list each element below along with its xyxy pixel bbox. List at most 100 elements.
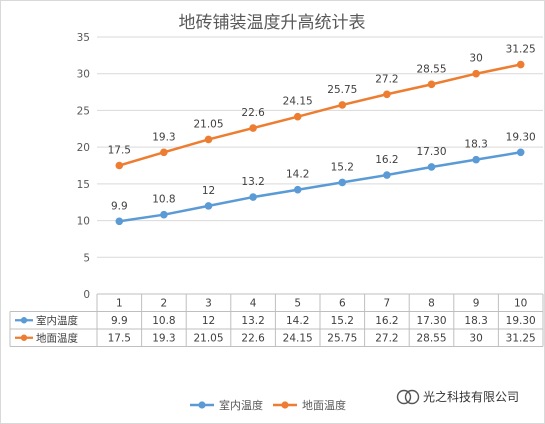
x-tick-label: 4 [250,298,257,310]
data-point [115,161,124,170]
data-label: 17.5 [108,145,131,157]
y-tick-label: 30 [77,69,90,81]
data-point [427,80,436,89]
data-label: 17.30 [416,146,446,158]
table-cell: 30 [469,333,482,345]
data-label: 16.2 [375,154,398,166]
plot-area: 9.910.81213.214.215.216.217.3018.319.301… [108,44,536,226]
x-tick-label: 1 [116,298,123,310]
x-tick-label: 2 [161,298,168,310]
data-point [249,124,257,132]
data-label: 19.3 [152,131,175,143]
table-legend-marker [20,317,28,324]
table-cell: 24.15 [283,333,313,345]
table-cell: 22.6 [241,333,265,345]
wechat-channel-icon [396,389,420,405]
table-legend-marker [20,334,28,341]
y-tick-label: 25 [77,105,90,117]
data-point [472,69,480,78]
table-cell: 27.2 [375,333,398,345]
table-cell: 19.30 [506,315,536,327]
data-label: 30 [469,53,482,65]
series: 17.5 19.3 21.05 22.6 24.15 25.75 27.2 28.55 30 31… [108,44,536,170]
data-point [160,148,168,157]
series-line [118,63,521,167]
data-point [338,178,347,187]
y-tick-label: 15 [77,179,90,191]
legend-marker [198,401,206,409]
table-cell: 19.3 [152,333,175,345]
table-cell: 14.2 [286,315,309,327]
series-line [119,151,521,223]
data-label: 25.75 [327,84,357,96]
table-cell: 16.2 [375,315,398,327]
data-point [516,148,525,157]
table-cell: 28.55 [416,333,446,345]
x-tick-label: 8 [428,298,435,310]
data-label: 27.2 [375,73,398,85]
x-tick-label: 10 [514,298,527,310]
data-label: 18.3 [464,139,487,151]
table-cell: 21.05 [193,333,223,345]
table-cell: 25.75 [327,333,357,345]
data-label: 12 [202,185,215,197]
table-cell: 12 [202,315,215,327]
y-axis: 0 5 10 15 20 25 30 35 [77,32,90,301]
data-point [204,135,213,144]
table-cell: 10.8 [152,315,175,327]
y-tick-label: 5 [83,252,90,264]
data-label: 10.8 [152,194,175,206]
table-cell: 31.25 [506,333,536,345]
legend-label: 室内温度 [219,398,263,412]
table-cell: 17.30 [416,315,446,327]
data-point [293,185,302,194]
table-cell: 18.3 [464,315,487,327]
y-tick-label: 0 [83,289,90,301]
x-tick-label: 5 [294,298,301,310]
table-row-header: 地面温度 [36,332,78,345]
data-point [383,90,391,99]
data-point [338,101,347,109]
y-tick-label: 35 [77,32,90,44]
table-cell: 17.5 [108,333,131,345]
x-tick-label: 3 [205,298,212,310]
series: 9.9 10.8 12 13.2 14.2 15.2 16.2 17.30 18.3 19.30 [111,131,536,226]
data-label: 28.55 [416,63,446,75]
table-cell: 13.2 [241,315,264,327]
x-tick-label: 9 [473,298,480,310]
data-label: 14.2 [286,169,309,181]
data-label: 24.15 [283,96,313,108]
legend-marker [281,401,289,409]
data-label: 9.9 [111,200,128,212]
y-tick-label: 20 [77,142,90,154]
watermark-text: 光之科技有限公司 [423,390,519,404]
data-label: 31.25 [506,44,536,56]
data-point [249,193,257,201]
data-point [160,210,168,219]
legend-label: 地面温度 [302,398,346,412]
data-point [204,202,213,210]
legend: 室内温度 地面温度 [190,398,346,412]
data-label: 21.05 [193,118,223,130]
data-label: 15.2 [331,161,354,173]
watermark: 光之科技有限公司 [396,389,519,405]
x-tick-label: 7 [384,298,391,310]
data-point [472,155,480,164]
data-point [115,217,124,226]
data-point [427,163,436,171]
table-cell: 15.2 [331,315,354,327]
x-tick-label: 6 [339,298,346,310]
data-point [293,112,302,121]
data-point [383,171,391,179]
data-point [516,60,525,69]
data-label: 19.30 [506,131,536,143]
data-label: 13.2 [241,176,264,188]
y-tick-label: 10 [77,216,90,228]
data-label: 22.6 [241,107,265,119]
table-row-header: 室内温度 [36,314,78,327]
table-cell: 9.9 [111,315,128,327]
chart-title: 地砖铺装温度升高统计表 [179,13,366,33]
